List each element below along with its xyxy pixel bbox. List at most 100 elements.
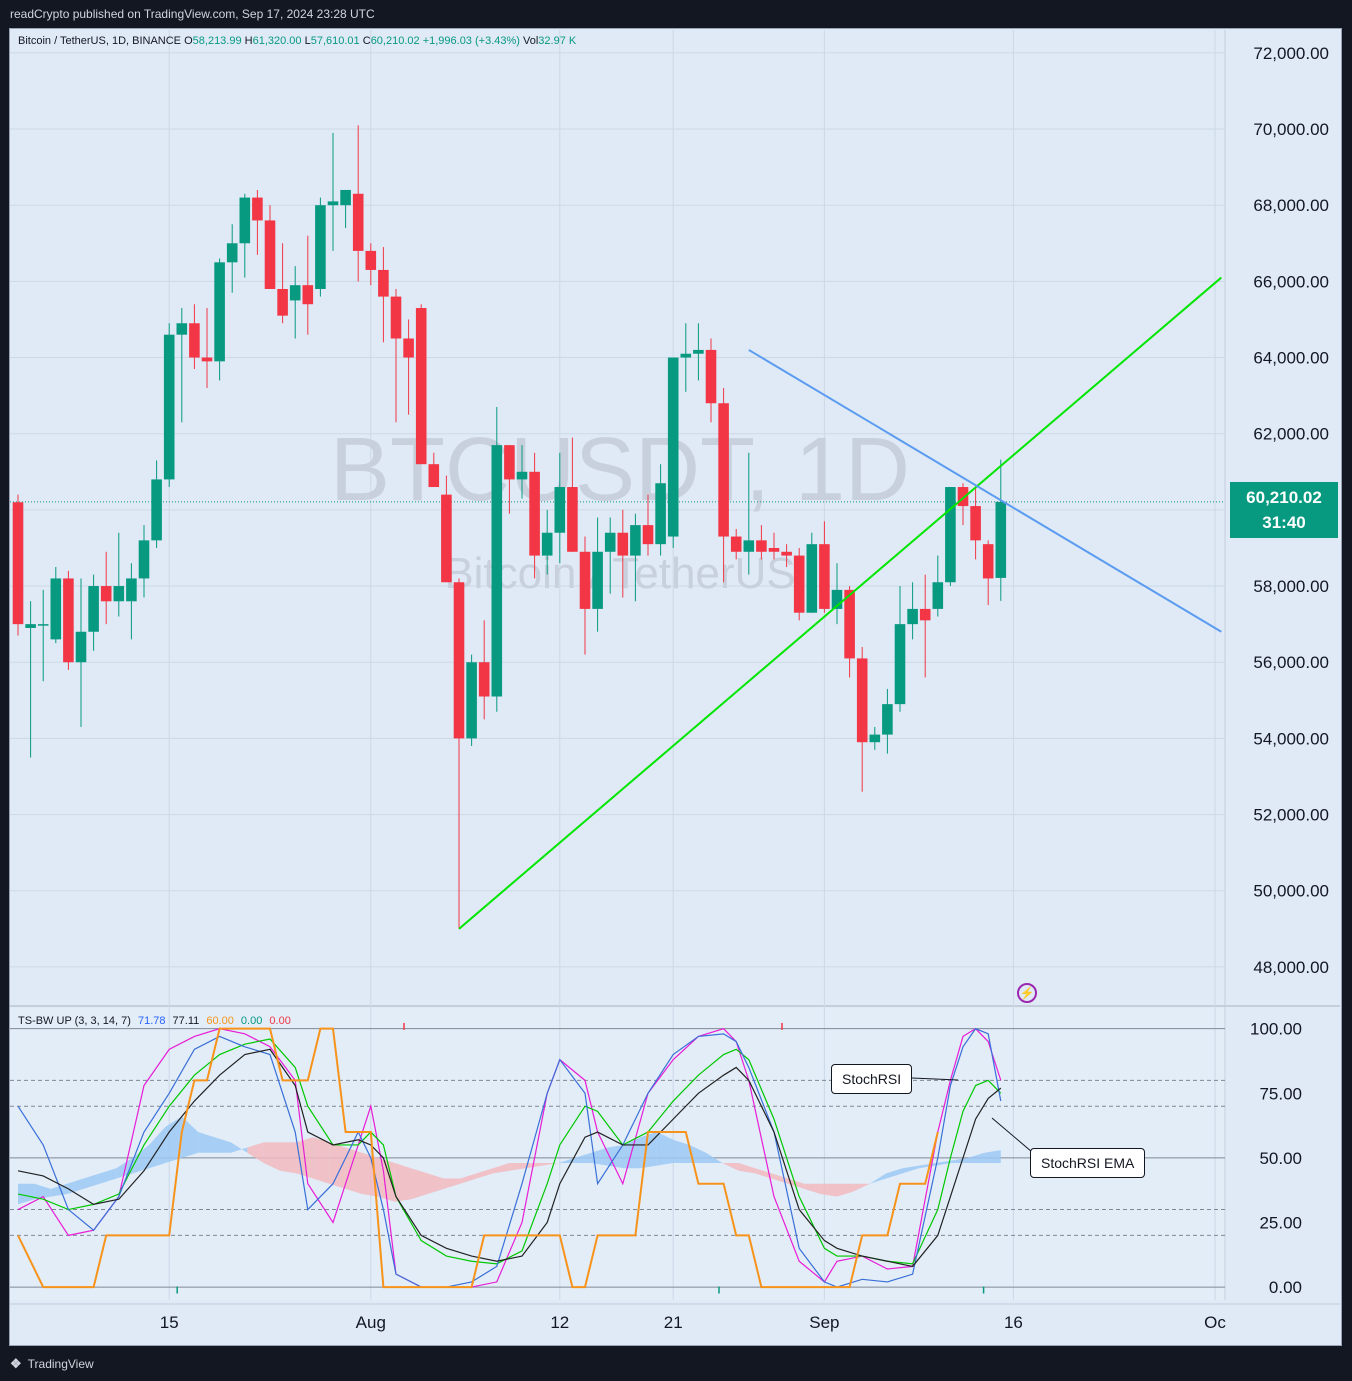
indicator-value-1: 71.78: [137, 1015, 166, 1027]
price-pane: [10, 30, 1226, 1005]
candle-body: [579, 551, 591, 609]
stochrsi-ema-callout[interactable]: StochRSI EMA: [1030, 1148, 1146, 1178]
close-label: C: [362, 35, 371, 47]
footer: ❖ TradingView: [10, 1352, 94, 1376]
candle-body: [567, 487, 578, 552]
time-tick-label: Oc: [1204, 1313, 1226, 1332]
indicator-cloud-segment: [34, 1183, 51, 1200]
price-tick-label: 56,000.00: [1253, 653, 1329, 672]
indicator-cloud-segment: [116, 1157, 133, 1179]
price-tick-label: 72,000.00: [1253, 44, 1329, 63]
lightning-icon[interactable]: ⚡: [1017, 983, 1037, 1003]
candle-body: [50, 578, 62, 640]
candle-body: [239, 197, 251, 244]
candle-body: [37, 624, 49, 626]
indicator-cloud-segment: [951, 1157, 969, 1164]
candle-body: [126, 578, 137, 602]
candle-body: [176, 323, 188, 335]
indicator-cloud-segment: [656, 1132, 674, 1166]
candle-body: [390, 296, 402, 339]
indicator-cloud-segment: [394, 1163, 412, 1202]
candle-body: [630, 525, 641, 556]
low-label: L: [304, 35, 311, 47]
indicator-cloud-segment: [689, 1144, 706, 1164]
candle-body: [554, 487, 566, 533]
candle-body: [718, 403, 729, 537]
time-tick-label: 21: [664, 1313, 683, 1332]
candle-body: [604, 532, 616, 552]
candle-body: [793, 555, 805, 613]
candle-body: [869, 734, 881, 743]
indicator-tick-label: 0.00: [1269, 1278, 1302, 1297]
price-tick-label: 52,000.00: [1253, 806, 1329, 825]
indicator-cloud-segment: [263, 1142, 281, 1171]
price-tick-label: 62,000.00: [1253, 425, 1329, 444]
candle-body: [403, 338, 414, 358]
indicator-cloud-segment: [280, 1142, 297, 1174]
symbol-legend: Bitcoin / TetherUS, 1D, BINANCE O58,213.…: [18, 35, 576, 47]
candle-body: [844, 589, 855, 659]
time-tick-label: Sep: [809, 1313, 839, 1332]
open-label: O: [184, 35, 193, 47]
candle-body: [768, 547, 780, 552]
candle-body: [340, 189, 351, 206]
symbol-name[interactable]: Bitcoin / TetherUS, 1D, BINANCE: [18, 35, 182, 47]
price-tick-label: 50,000.00: [1253, 882, 1329, 901]
indicator-value-2: 77.11: [172, 1015, 200, 1027]
candle-body: [277, 288, 288, 316]
candle-body: [327, 201, 339, 206]
indicator-cloud-segment: [83, 1173, 100, 1189]
candle-body: [289, 285, 301, 301]
indicator-cloud-segment: [837, 1183, 854, 1197]
candle-body: [516, 471, 528, 480]
indicator-cloud-segment: [542, 1163, 559, 1166]
indicator-cloud-segment: [476, 1168, 494, 1179]
candle-body: [781, 551, 792, 556]
time-tick-label: 15: [160, 1313, 179, 1332]
resistance-trendline: [748, 349, 1222, 633]
indicator-tick-label: 25.00: [1259, 1213, 1302, 1232]
close-value: 60,210.02: [370, 35, 420, 47]
watermark-symbol: BTCUSDT, 1D: [330, 420, 910, 520]
indicator-series-line: [17, 1027, 1002, 1288]
low-value: 57,610.01: [310, 35, 360, 47]
candle-body: [730, 536, 742, 552]
candle-body: [945, 487, 956, 583]
candle-body: [667, 357, 679, 537]
indicator-value-4: 0.00: [240, 1015, 263, 1027]
indicator-cloud-segment: [771, 1173, 788, 1184]
candle-body: [113, 586, 125, 602]
candle-body: [264, 220, 276, 289]
indicator-tick-label: 50.00: [1259, 1149, 1302, 1168]
price-tick-label: 66,000.00: [1253, 272, 1329, 291]
candle-body: [441, 494, 452, 583]
price-tick-label: 70,000.00: [1253, 120, 1329, 139]
indicator-cloud-segment: [787, 1178, 805, 1189]
candle-body: [214, 262, 225, 362]
indicator-cloud-segment: [411, 1168, 428, 1200]
candle-body: [894, 624, 906, 705]
candle-body: [705, 349, 717, 404]
indicator-cloud-segment: [804, 1183, 821, 1195]
time-tick-label: 12: [550, 1313, 569, 1332]
vol-value: 32.97 K: [538, 35, 577, 47]
indicator-cloud-segment: [165, 1116, 182, 1164]
candle-body: [163, 334, 175, 480]
stochrsi-callout[interactable]: StochRSI: [831, 1064, 913, 1094]
indicator-cloud-segment: [493, 1163, 510, 1174]
indicator-cloud-segment: [99, 1168, 117, 1184]
indicator-cloud-segment: [50, 1183, 68, 1197]
indicator-cloud-segment: [509, 1163, 526, 1171]
tradingview-brand: TradingView: [27, 1357, 94, 1371]
candle-body: [642, 525, 654, 545]
candle-body: [428, 464, 440, 488]
indicator-cloud-segment: [460, 1173, 477, 1184]
price-tick-label: 58,000.00: [1253, 577, 1329, 596]
candle-body: [882, 704, 893, 735]
indicator-cloud-segment: [181, 1116, 199, 1158]
candle-body: [315, 205, 326, 289]
indicator-name[interactable]: TS-BW UP (3, 3, 14, 7): [18, 1015, 131, 1027]
indicator-cloud-segment: [738, 1163, 756, 1174]
high-label: H: [244, 35, 253, 47]
